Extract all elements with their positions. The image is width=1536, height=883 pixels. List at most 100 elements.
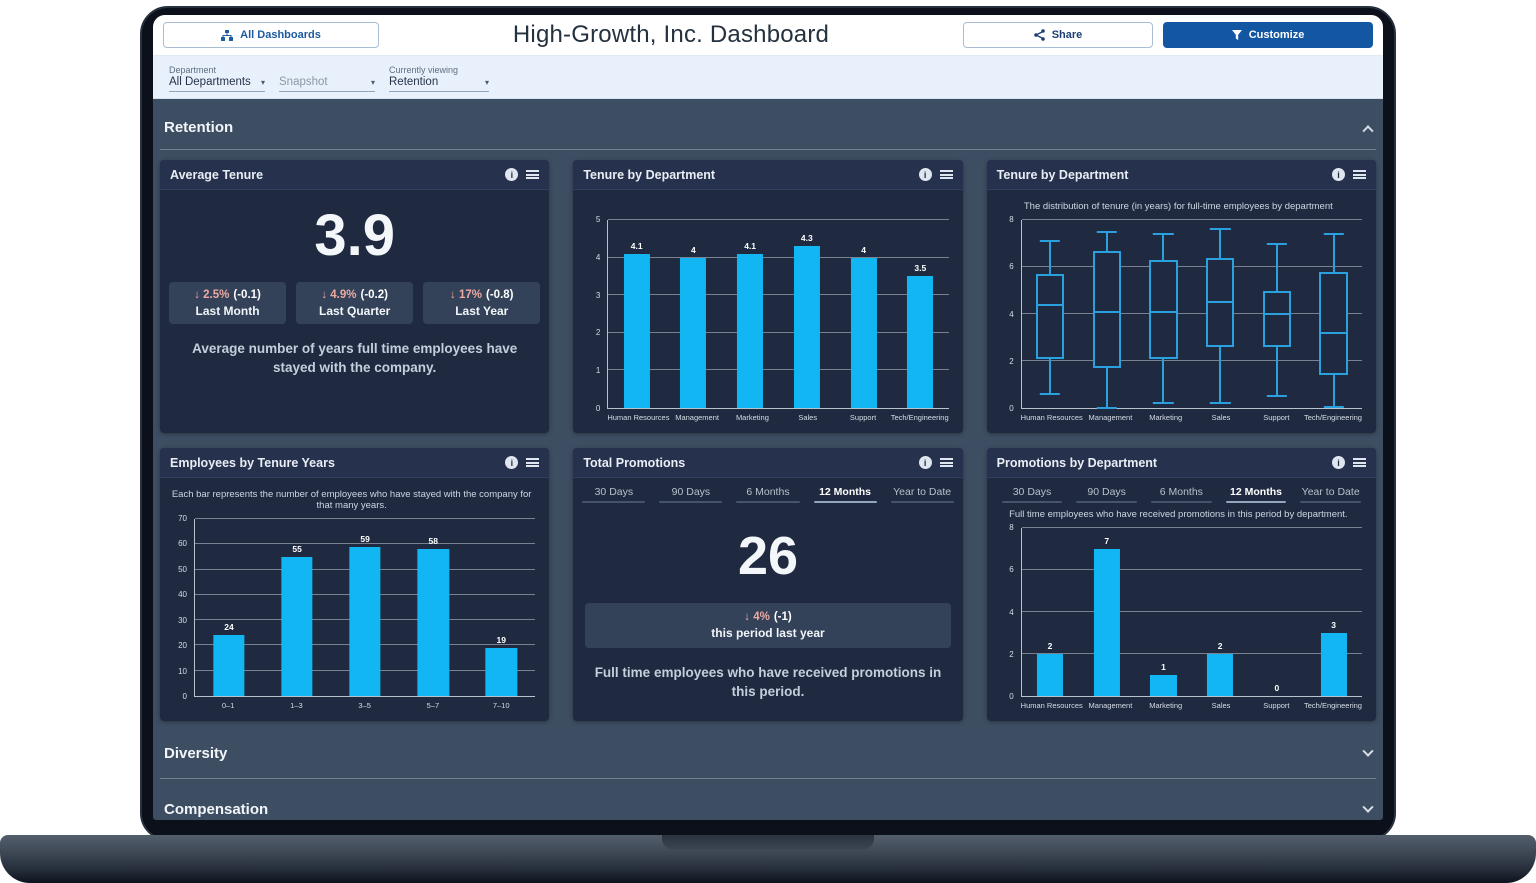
median-line: [1092, 310, 1121, 313]
x-tick-label: 0–1: [221, 701, 235, 710]
tab-year-to-date[interactable]: Year to Date: [884, 478, 961, 506]
tab-6-months[interactable]: 6 Months: [1144, 478, 1219, 506]
x-tick-label: Human Resources: [607, 413, 670, 422]
gridline: [1021, 527, 1362, 528]
info-icon[interactable]: [918, 168, 932, 181]
y-tick-label: 60: [178, 539, 187, 549]
info-icon[interactable]: [1332, 456, 1345, 469]
tab-year-to-date[interactable]: Year to Date: [1293, 478, 1368, 506]
card-title: Employees by Tenure Years: [170, 455, 335, 470]
bar-value-label: 4: [861, 244, 866, 255]
bar: [281, 556, 313, 696]
tab-90-days[interactable]: 90 Days: [1069, 478, 1144, 506]
tab-12-months[interactable]: 12 Months: [1219, 478, 1294, 506]
change-value: (-0.2): [360, 288, 388, 301]
section-retention-header[interactable]: Retention: [160, 99, 1376, 150]
department-select[interactable]: All Departments: [169, 76, 265, 92]
badge-period: Last Month: [195, 303, 260, 318]
topbar-actions: Share Customize: [963, 22, 1373, 48]
tab-30-days[interactable]: 30 Days: [575, 478, 652, 506]
info-icon[interactable]: [1332, 168, 1345, 181]
tab-90-days[interactable]: 90 Days: [652, 478, 729, 506]
menu-icon[interactable]: [526, 458, 540, 467]
menu-icon[interactable]: [1353, 458, 1366, 467]
card-body: 3.9 ↓ 2.5% (-0.1) Last Month ↓ 4.9% (-0.2)…: [160, 190, 549, 433]
card-header: Average Tenure: [160, 160, 550, 190]
y-tick-label: 1: [595, 366, 601, 376]
info-icon[interactable]: [918, 456, 932, 469]
plot: 4.1 4 4.1 4.3 4 3.5: [607, 219, 949, 409]
whisker-cap-low: [1096, 407, 1117, 409]
card-title: Tenure by Department: [583, 167, 716, 182]
laptop-base-notch: [662, 835, 874, 850]
whisker-cap-low: [1266, 395, 1288, 398]
change-value: (-0.1): [233, 288, 261, 301]
card-title: Average Tenure: [170, 167, 264, 182]
section-compensation-header[interactable]: Compensation: [160, 779, 1376, 820]
bar-value-label: 0: [1274, 683, 1280, 693]
card-tenure-distribution: Tenure by Department The distribution of…: [986, 160, 1376, 433]
card-body: Each bar represents the number of employ…: [160, 478, 549, 721]
iqr-box: [1319, 271, 1348, 376]
info-icon[interactable]: [505, 168, 519, 181]
all-dashboards-button[interactable]: All Dashboards: [163, 22, 379, 48]
delta-value: ↓ 17%: [450, 288, 483, 301]
x-tick-label: Management: [675, 413, 719, 422]
tab-6-months[interactable]: 6 Months: [729, 478, 806, 506]
bar-value-label: 2: [1047, 641, 1053, 651]
median-line: [1035, 303, 1065, 306]
badge-last-year: ↓ 17% (-0.8) Last Year: [423, 281, 541, 324]
department-value: All Departments: [169, 76, 251, 88]
y-tick-label: 6: [1009, 262, 1014, 272]
currently-viewing-select[interactable]: Retention: [389, 76, 489, 92]
y-tick-label: 10: [178, 666, 187, 676]
chart-area: 0 2 4 6 8: [995, 215, 1362, 413]
median-line: [1205, 301, 1235, 304]
customize-button[interactable]: Customize: [1163, 22, 1373, 48]
menu-icon[interactable]: [939, 458, 953, 467]
whisker-cap-high: [1039, 240, 1061, 243]
snapshot-select[interactable]: Snapshot: [279, 76, 375, 92]
chart-area: 0 10 20 30 40 50 60 70 24 55 59 58 19: [168, 514, 536, 701]
bar: [850, 257, 877, 408]
bar: [1150, 675, 1177, 696]
menu-icon[interactable]: [526, 170, 540, 179]
tab-30-days[interactable]: 30 Days: [995, 478, 1070, 506]
chevron-down-icon[interactable]: [1362, 801, 1374, 813]
y-tick-label: 0: [595, 404, 601, 413]
bar: [793, 246, 820, 408]
period-tabs: 30 Days 90 Days 6 Months 12 Months Year to D…: [573, 478, 962, 506]
x-tick-label: Support: [849, 413, 877, 422]
y-tick-label: 6: [1009, 565, 1014, 575]
bar: [907, 276, 934, 408]
card-header: Total Promotions: [573, 448, 963, 478]
x-tick-label: Marketing: [1149, 701, 1183, 710]
kpi-value: 3.9: [314, 203, 395, 268]
card-body: 30 Days 90 Days 6 Months 12 Months Year to D…: [987, 478, 1376, 721]
chevron-down-icon[interactable]: [1362, 745, 1374, 757]
y-tick-label: 70: [178, 514, 187, 523]
currently-viewing-filter-group: Currently viewing Retention: [389, 64, 489, 92]
chevron-up-icon[interactable]: [1362, 124, 1374, 136]
share-button[interactable]: Share: [963, 22, 1153, 48]
iqr-box: [1262, 290, 1292, 347]
top-bar: All Dashboards High-Growth, Inc. Dashboa…: [153, 15, 1383, 56]
bar-value-label: 24: [224, 622, 234, 633]
x-tick-label: Human Resources: [1020, 413, 1083, 422]
tab-12-months[interactable]: 12 Months: [807, 478, 884, 506]
filter-icon: [1231, 29, 1242, 41]
section-diversity-header[interactable]: Diversity: [160, 721, 1376, 779]
menu-icon[interactable]: [1353, 170, 1366, 179]
info-icon[interactable]: [505, 456, 519, 469]
y-tick-label: 2: [595, 328, 601, 338]
y-tick-label: 5: [595, 215, 601, 224]
whisker-cap-high: [1266, 242, 1288, 245]
badge-last-month: ↓ 2.5% (-0.1) Last Month: [169, 281, 287, 324]
menu-icon[interactable]: [939, 170, 953, 179]
y-tick-label: 30: [178, 615, 187, 625]
kpi-badges: ↓ 2.5% (-0.1) Last Month ↓ 4.9% (-0.2) Las…: [160, 281, 549, 324]
slot: 2: [1022, 528, 1079, 696]
x-tick-label: 5–7: [426, 701, 440, 710]
filter-bar: Department All Departments Snapshot Curr…: [153, 56, 1383, 99]
